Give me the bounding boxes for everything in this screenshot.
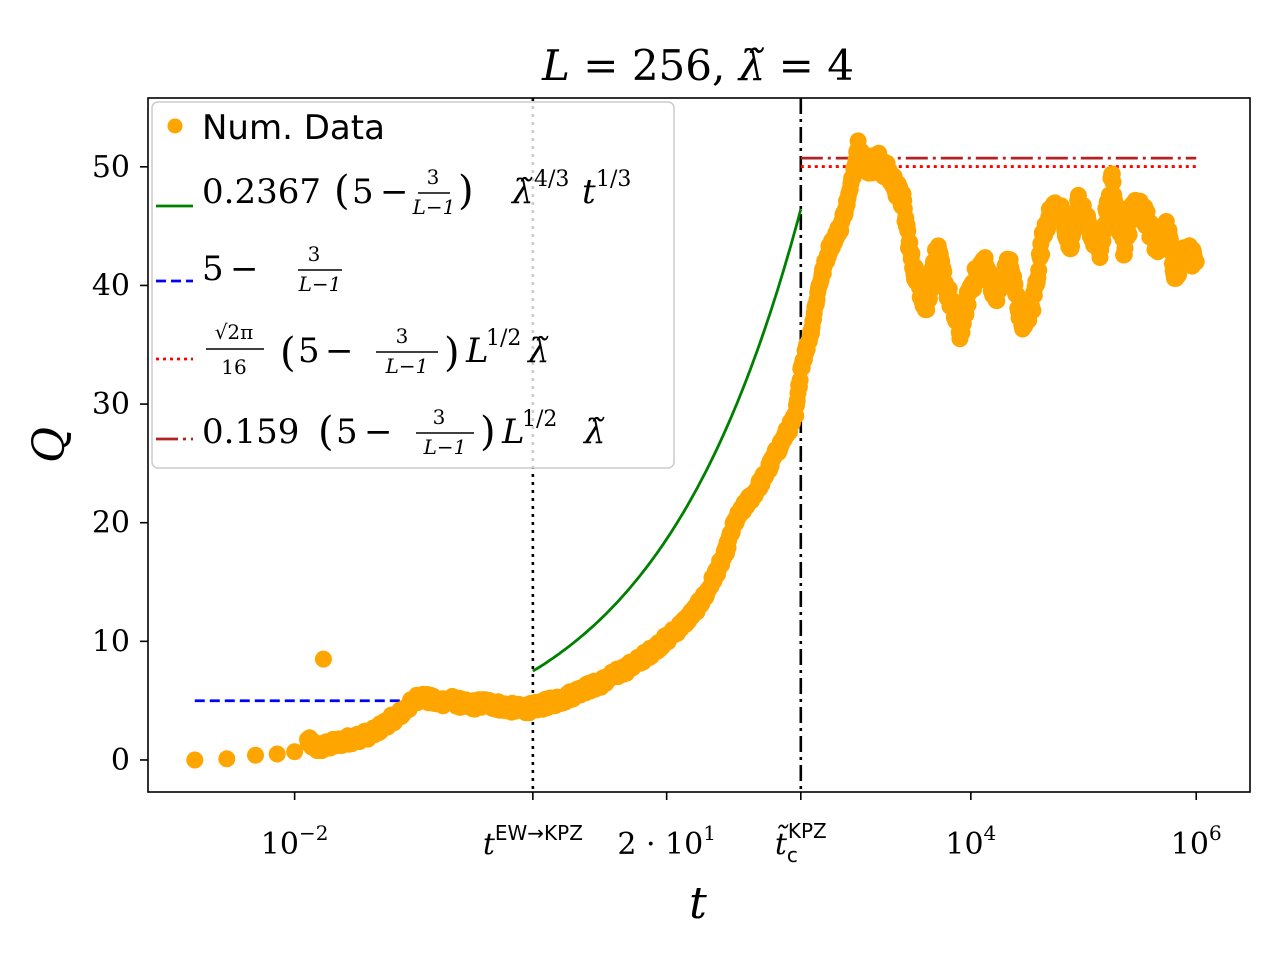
num-data-point xyxy=(186,751,204,769)
y-tick-label: 20 xyxy=(92,506,130,541)
x-axis: 10−2 tEW→KPZ 2 · 101 t̃cKPZ 104 106 xyxy=(261,792,1222,867)
num-data-point xyxy=(1030,261,1048,279)
svg-text:): ) xyxy=(480,409,496,455)
x-tick-label: 106 xyxy=(1171,821,1222,862)
x-tick-label: tEW→KPZ xyxy=(483,821,583,862)
svg-text:L: L xyxy=(465,331,489,371)
x-tick-label: 2 · 101 xyxy=(617,821,716,862)
legend: Num. Data 0.2367 ( 5 − 3 L−1 ) λ̃ 4/3 t … xyxy=(151,101,675,469)
num-data-point xyxy=(1187,253,1205,271)
svg-text:(: ( xyxy=(334,168,350,214)
svg-text:−: − xyxy=(325,331,354,371)
num-data-point xyxy=(1104,173,1122,191)
y-tick-label: 0 xyxy=(111,743,130,778)
legend-label-blue: 5 − 3 L−1 xyxy=(202,242,342,296)
svg-text:3: 3 xyxy=(433,405,446,429)
num-data-point xyxy=(268,745,286,763)
num-data-point xyxy=(903,245,921,263)
svg-text:5: 5 xyxy=(298,331,320,371)
num-data-point xyxy=(1008,286,1026,304)
svg-text:3: 3 xyxy=(396,324,409,348)
svg-text:0.2367: 0.2367 xyxy=(202,172,321,212)
svg-text:5: 5 xyxy=(352,172,374,212)
num-data-point xyxy=(1120,226,1138,244)
svg-text:(: ( xyxy=(280,330,296,376)
legend-label-num-data: Num. Data xyxy=(202,108,385,148)
y-axis: 0 10 20 30 40 50 xyxy=(92,150,148,778)
x-axis-label: t xyxy=(689,878,707,929)
svg-text:−: − xyxy=(364,412,393,452)
svg-text:3: 3 xyxy=(308,242,321,266)
num-data-outlier xyxy=(314,650,332,668)
svg-text:L−1: L−1 xyxy=(412,195,456,219)
y-tick-label: 50 xyxy=(92,150,130,185)
y-tick-label: 10 xyxy=(92,624,130,659)
num-data-point xyxy=(247,746,264,764)
num-data-point xyxy=(1096,215,1114,233)
chart-title: L = 256, λ̃ = 4 xyxy=(541,41,854,90)
y-axis-label: Q xyxy=(24,427,75,463)
svg-text:3: 3 xyxy=(427,165,440,189)
num-data-point xyxy=(1024,301,1042,319)
num-data-point xyxy=(1033,246,1051,263)
svg-text:1/2: 1/2 xyxy=(486,326,521,351)
plot-frame xyxy=(147,97,1251,793)
y-tick-label: 30 xyxy=(92,387,130,422)
svg-text:L−1: L−1 xyxy=(423,435,467,459)
legend-marker-num-data xyxy=(167,118,183,134)
svg-text:−: − xyxy=(380,172,409,212)
svg-text:λ̃: λ̃ xyxy=(582,412,606,452)
legend-label-brown: 0.159 ( 5 − 3 L−1 ) L 1/2 λ̃ xyxy=(202,405,606,459)
svg-text:0.159: 0.159 xyxy=(202,412,299,452)
legend-box xyxy=(151,101,675,469)
legend-label-green: 0.2367 ( 5 − 3 L−1 ) λ̃ 4/3 t 1/3 xyxy=(202,165,631,219)
svg-text:−: − xyxy=(230,249,259,289)
svg-text:): ) xyxy=(444,330,460,376)
svg-text:λ̃: λ̃ xyxy=(510,172,534,212)
x-tick-label: 104 xyxy=(945,821,996,862)
legend-label-red: √2π 16 ( 5 − 3 L−1 ) L 1/2 λ̃ xyxy=(206,320,550,379)
svg-text:1/3: 1/3 xyxy=(596,167,631,192)
svg-text:L: L xyxy=(501,412,525,452)
svg-text:L−1: L−1 xyxy=(385,354,429,378)
num-data-point xyxy=(286,743,304,761)
svg-text:λ̃: λ̃ xyxy=(526,331,550,371)
y-tick-label: 40 xyxy=(92,268,130,303)
svg-text:): ) xyxy=(458,168,474,214)
svg-text:4/3: 4/3 xyxy=(534,167,569,192)
svg-text:16: 16 xyxy=(221,355,246,379)
svg-text:5: 5 xyxy=(202,249,224,289)
svg-text:(: ( xyxy=(318,409,334,455)
svg-text:√2π: √2π xyxy=(215,320,254,344)
x-tick-label: t̃cKPZ xyxy=(775,819,827,867)
num-data-point xyxy=(218,750,236,768)
num-data-points xyxy=(186,132,1205,769)
svg-text:L−1: L−1 xyxy=(298,272,342,296)
svg-text:5: 5 xyxy=(336,412,358,452)
svg-text:t: t xyxy=(582,172,596,212)
x-tick-label: 10−2 xyxy=(261,821,329,862)
svg-text:1/2: 1/2 xyxy=(522,407,557,432)
series-green-curve xyxy=(532,208,803,673)
